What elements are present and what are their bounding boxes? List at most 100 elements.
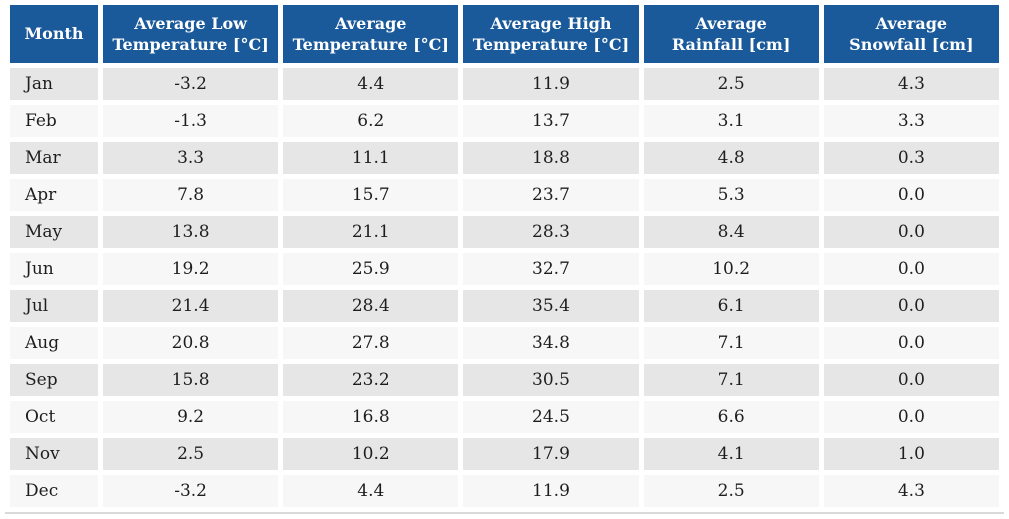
table-row: Jul 21.4 28.4 35.4 6.1 0.0 [10, 290, 999, 322]
value-cell: 11.9 [463, 475, 639, 507]
column-header-avg-high-temp: Average High Temperature [°C] [463, 5, 639, 63]
monthly-climate-table: Month Average Low Temperature [°C] Avera… [5, 0, 1004, 514]
month-cell: Oct [10, 401, 98, 433]
value-cell: 0.0 [823, 253, 999, 285]
value-cell: 3.1 [643, 105, 819, 137]
value-cell: 4.8 [643, 142, 819, 174]
value-cell: 0.3 [823, 142, 999, 174]
column-header-label: Temperature [°C] [112, 35, 269, 54]
value-cell: 0.0 [823, 364, 999, 396]
column-header-avg-low-temp: Average Low Temperature [°C] [103, 5, 279, 63]
value-cell: 3.3 [823, 105, 999, 137]
value-cell: 10.2 [283, 438, 459, 470]
value-cell: 0.0 [823, 179, 999, 211]
column-header-avg-rainfall: Average Rainfall [cm] [643, 5, 819, 63]
column-header-label: Average Low [134, 13, 247, 33]
table-row: Jun 19.2 25.9 32.7 10.2 0.0 [10, 253, 999, 285]
value-cell: 27.8 [283, 327, 459, 359]
table-row: Apr 7.8 15.7 23.7 5.3 0.0 [10, 179, 999, 211]
month-cell: Apr [10, 179, 98, 211]
value-cell: 25.9 [283, 253, 459, 285]
value-cell: 9.2 [103, 401, 279, 433]
month-cell: Jan [10, 68, 98, 100]
value-cell: 32.7 [463, 253, 639, 285]
value-cell: -3.2 [103, 68, 279, 100]
value-cell: 2.5 [103, 438, 279, 470]
column-header-label: Average [695, 13, 767, 33]
value-cell: 6.1 [643, 290, 819, 322]
month-cell: Aug [10, 327, 98, 359]
column-header-label: Temperature [°C] [472, 35, 630, 54]
value-cell: 2.5 [643, 68, 819, 100]
value-cell: 0.0 [823, 216, 999, 248]
table-row: Dec -3.2 4.4 11.9 2.5 4.3 [10, 475, 999, 507]
value-cell: 18.8 [463, 142, 639, 174]
table-row: Aug 20.8 27.8 34.8 7.1 0.0 [10, 327, 999, 359]
value-cell: 23.7 [463, 179, 639, 211]
value-cell: 4.3 [823, 68, 999, 100]
table-row: Jan -3.2 4.4 11.9 2.5 4.3 [10, 68, 999, 100]
value-cell: 28.4 [283, 290, 459, 322]
month-cell: Nov [10, 438, 98, 470]
table-row: Sep 15.8 23.2 30.5 7.1 0.0 [10, 364, 999, 396]
value-cell: 1.0 [823, 438, 999, 470]
column-header-label: Snowfall [cm] [849, 35, 974, 54]
value-cell: 6.6 [643, 401, 819, 433]
value-cell: 35.4 [463, 290, 639, 322]
month-cell: Mar [10, 142, 98, 174]
table-row: Feb -1.3 6.2 13.7 3.1 3.3 [10, 105, 999, 137]
value-cell: 10.2 [643, 253, 819, 285]
month-cell: Jun [10, 253, 98, 285]
value-cell: 0.0 [823, 401, 999, 433]
value-cell: 0.0 [823, 290, 999, 322]
table-row: Oct 9.2 16.8 24.5 6.6 0.0 [10, 401, 999, 433]
climate-table-container: Month Average Low Temperature [°C] Avera… [5, 0, 1004, 514]
value-cell: 3.3 [103, 142, 279, 174]
header-row: Month Average Low Temperature [°C] Avera… [10, 5, 999, 63]
column-header-avg-snowfall: Average Snowfall [cm] [823, 5, 999, 63]
column-header-month: Month [10, 5, 98, 63]
value-cell: 5.3 [643, 179, 819, 211]
value-cell: 24.5 [463, 401, 639, 433]
value-cell: 17.9 [463, 438, 639, 470]
value-cell: 28.3 [463, 216, 639, 248]
value-cell: -3.2 [103, 475, 279, 507]
value-cell: 23.2 [283, 364, 459, 396]
month-cell: Dec [10, 475, 98, 507]
value-cell: 6.2 [283, 105, 459, 137]
column-header-label: Average High [490, 13, 612, 33]
value-cell: 20.8 [103, 327, 279, 359]
column-header-label: Temperature [°C] [292, 35, 449, 54]
column-header-label: Month [24, 24, 84, 44]
value-cell: 7.1 [643, 327, 819, 359]
month-cell: Feb [10, 105, 98, 137]
month-cell: Jul [10, 290, 98, 322]
column-header-label: Average [335, 13, 407, 33]
value-cell: 4.1 [643, 438, 819, 470]
column-header-label: Average [875, 13, 948, 33]
value-cell: 15.7 [283, 179, 459, 211]
value-cell: 11.9 [463, 68, 639, 100]
value-cell: 4.4 [283, 68, 459, 100]
table-row: Mar 3.3 11.1 18.8 4.8 0.3 [10, 142, 999, 174]
value-cell: 4.4 [283, 475, 459, 507]
table-row: Nov 2.5 10.2 17.9 4.1 1.0 [10, 438, 999, 470]
column-header-avg-temp: Average Temperature [°C] [283, 5, 459, 63]
value-cell: 8.4 [643, 216, 819, 248]
column-header-label: Rainfall [cm] [671, 35, 791, 54]
value-cell: 2.5 [643, 475, 819, 507]
value-cell: 34.8 [463, 327, 639, 359]
month-cell: Sep [10, 364, 98, 396]
value-cell: -1.3 [103, 105, 279, 137]
value-cell: 7.1 [643, 364, 819, 396]
value-cell: 13.7 [463, 105, 639, 137]
value-cell: 16.8 [283, 401, 459, 433]
value-cell: 11.1 [283, 142, 459, 174]
value-cell: 0.0 [823, 327, 999, 359]
table-row: May 13.8 21.1 28.3 8.4 0.0 [10, 216, 999, 248]
value-cell: 30.5 [463, 364, 639, 396]
value-cell: 7.8 [103, 179, 279, 211]
value-cell: 15.8 [103, 364, 279, 396]
month-cell: May [10, 216, 98, 248]
value-cell: 4.3 [823, 475, 999, 507]
